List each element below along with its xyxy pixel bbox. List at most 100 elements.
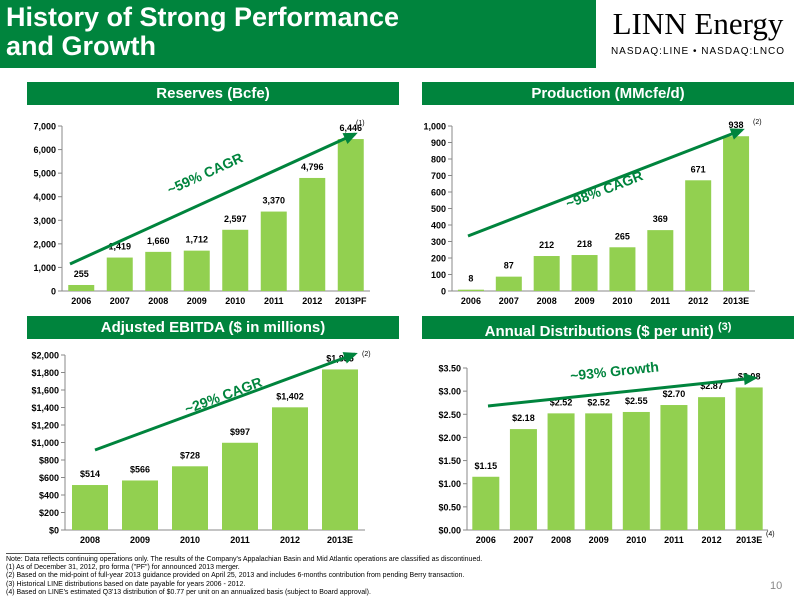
bar-value-label: 87 [504,261,514,271]
x-tick-label: 2008 [537,296,557,306]
footnote-line: Note: Data reflects continuing operation… [6,556,483,563]
y-tick-label: $1,800 [31,368,59,378]
bar [272,407,308,530]
header-banner: History of Strong Performance and Growth… [0,0,800,68]
bar-value-label: $2.52 [587,397,610,407]
footnote-line: (2) Based on the mid-point of full-year … [6,572,465,580]
y-tick-label: $2.00 [438,433,461,443]
distributions-chart: $0.00 $0.50 $1.00 $1.50 $2.00 $2.50 $3.00 $3.50… [438,358,775,545]
ebitda-title: Adjusted EBITDA ($ in millions) [100,319,326,336]
notes-divider [6,553,116,554]
ebitda-panel-title: Adjusted EBITDA ($ in millions) [27,316,399,339]
logo-name: LINN Energy [612,6,784,41]
growth-arrow-head [342,352,358,364]
bar [660,405,688,530]
y-tick-label: 500 [431,204,446,214]
bar-value-label: 2,597 [224,214,247,224]
bar [571,255,598,291]
y-tick-label: $400 [39,491,59,501]
bar [337,139,364,291]
production-chart: 0 100 200 300 400 500 600 700 800 900 1,000 2006 8 20… [423,119,761,306]
growth-arrow-head [743,373,758,386]
growth-arrow-line [94,352,356,452]
bar [685,180,712,291]
y-tick-label: $600 [39,473,59,483]
y-tick-label: $0 [49,526,59,536]
bar [723,136,750,291]
x-tick-label: 2009 [187,296,207,306]
growth-annotation: ~98% CAGR [563,167,645,211]
y-tick-label: 300 [431,237,446,247]
y-tick-label: $1.50 [438,456,461,466]
y-tick-label: $800 [39,456,59,466]
y-tick-label: $3.00 [438,387,461,397]
bar-value-label: $728 [180,450,200,460]
y-tick-label: $3.50 [438,364,461,374]
x-tick-label: 2013E [723,296,749,306]
x-tick-label: 2006 [476,535,496,545]
x-tick-label: 2009 [589,535,609,545]
x-tick-label: 2013PF [335,296,367,306]
y-tick-label: 900 [431,138,446,148]
distributions-title: Annual Distributions ($ per unit) [484,323,718,340]
footnote-mark: (4) [766,531,775,538]
growth-arrow-head [729,128,745,140]
title-line-1: History of Strong Performance [6,2,400,32]
bar [609,247,636,291]
x-tick-label: 2010 [225,296,245,306]
bar [533,256,560,291]
reserves-panel-title: Reserves (Bcfe) [27,82,399,105]
y-tick-label: 2,000 [33,239,56,249]
x-tick-label: 2006 [461,296,481,306]
distributions-title-mark: (3) [717,321,732,333]
bar [495,276,522,291]
bar-value-label: 255 [74,269,89,279]
footnote-mark: (2) [362,351,371,358]
y-tick-label: $1.00 [438,479,461,489]
y-tick-label: 4,000 [33,192,56,202]
growth-arrow-head [342,132,358,145]
bar [735,387,763,530]
bar [585,413,613,530]
bar [145,251,172,291]
growth-arrow-line [69,132,356,266]
bar [183,250,210,291]
y-tick-label: 5,000 [33,169,56,179]
bar [106,257,133,291]
bar-value-label: $1,402 [276,391,304,401]
bar [647,230,674,291]
bar-value-label: 1,712 [185,235,208,245]
page-title: History of Strong Performance and Growth [6,3,399,61]
y-tick-label: $1,600 [31,386,59,396]
bar [322,369,358,530]
x-tick-label: 2010 [612,296,632,306]
y-tick-label: $0.00 [438,526,461,536]
footnote-line: (4) Based on LINE's estimated Q3'13 dist… [6,588,371,596]
bar-value-label: $2.87 [700,381,723,391]
x-tick-label: 2006 [71,296,91,306]
growth-annotation: ~93% Growth [569,358,659,383]
bar [260,211,287,291]
bar-value-label: 1,419 [108,242,131,252]
x-tick-label: 2012 [688,296,708,306]
title-line-2: and Growth [6,31,156,61]
bar [698,397,726,530]
logo-ticker: NASDAQ:LINE • NASDAQ:LNCO [610,46,786,57]
bar-value-label: 369 [653,214,668,224]
bar [222,442,258,530]
bar-value-label: 265 [615,231,630,241]
y-tick-label: 800 [431,155,446,165]
y-tick-label: 6,000 [33,145,56,155]
footnote-mark: (1) [356,120,365,127]
bar [299,177,326,291]
x-tick-label: 2010 [180,535,200,545]
bar [72,485,108,530]
bar [472,476,500,530]
bar-value-label: $566 [130,464,150,474]
bar-value-label: 4,796 [301,162,324,172]
x-tick-label: 2011 [664,535,684,545]
bar-value-label: $2.52 [550,397,573,407]
bar-value-label: $2.55 [625,396,648,406]
x-tick-label: 2011 [651,296,671,306]
bar [622,411,650,530]
